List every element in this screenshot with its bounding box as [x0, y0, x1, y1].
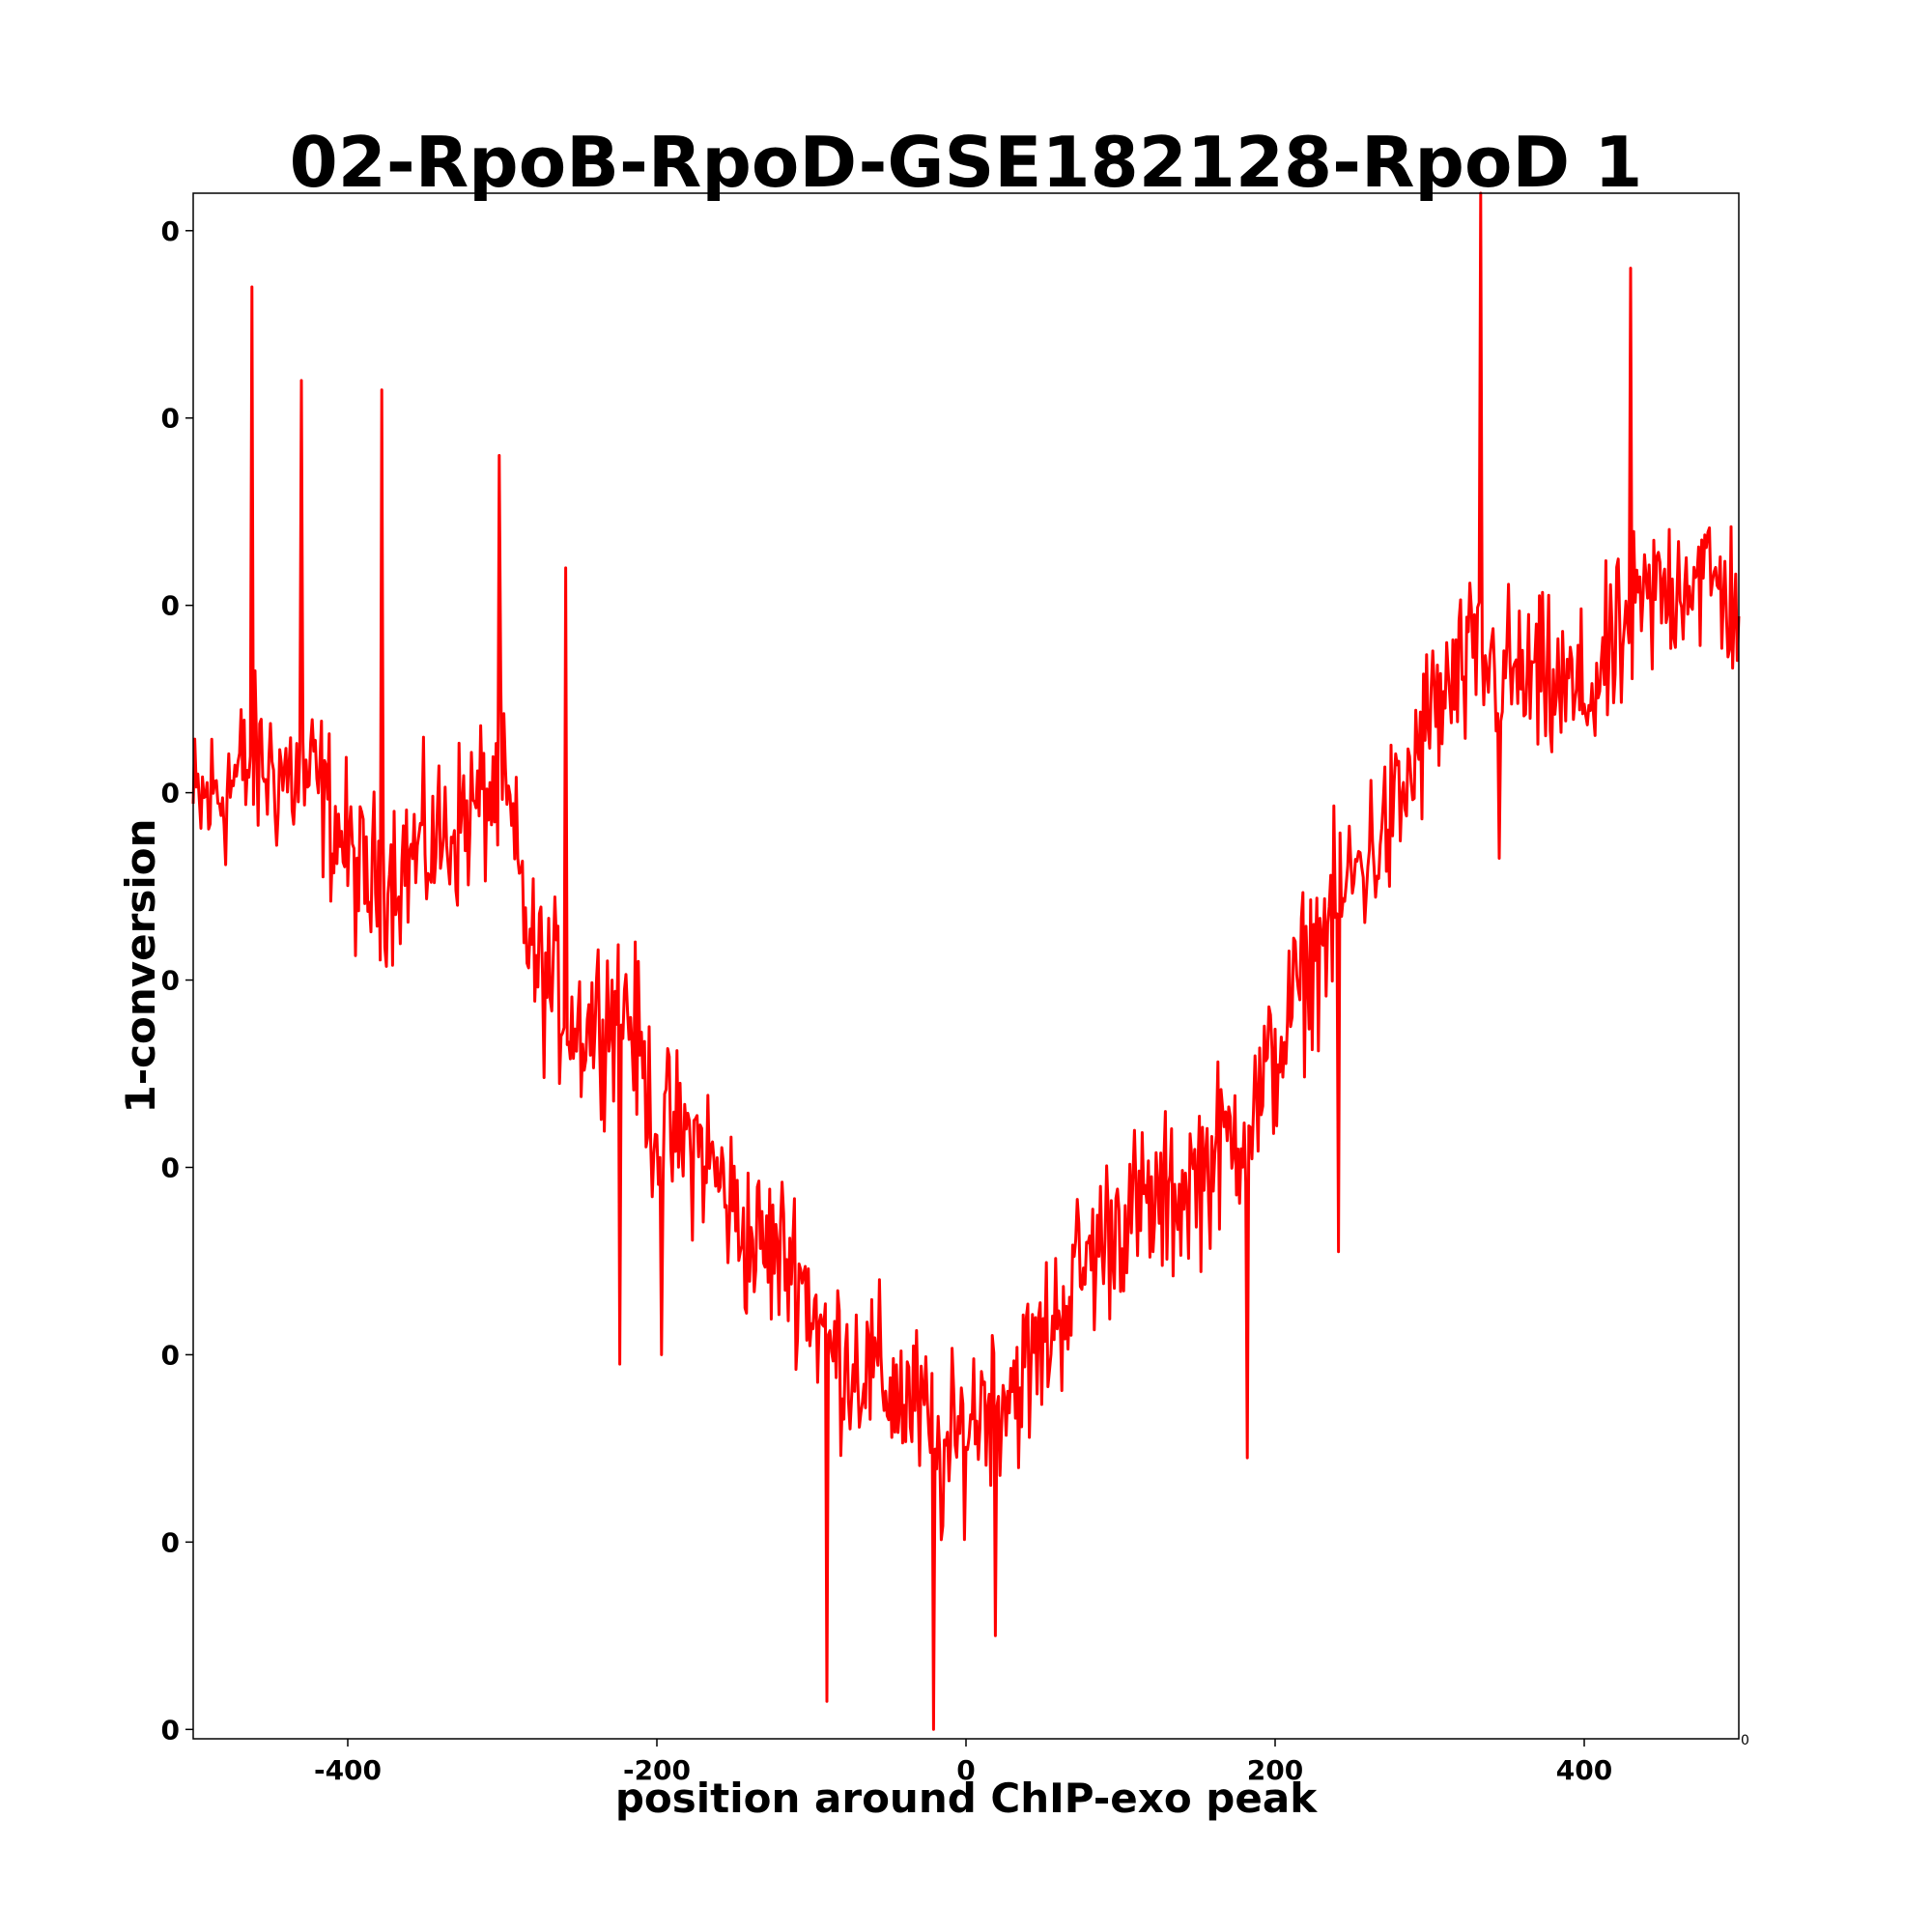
y-tick-label: 0 — [161, 403, 180, 435]
x-tick-label: 200 — [1247, 1754, 1303, 1786]
x-tick-label: 400 — [1556, 1754, 1612, 1786]
y-tick-label: 0 — [161, 590, 180, 622]
series-line — [191, 191, 1741, 1731]
plot-area — [191, 191, 1741, 1740]
chart-title: 02-RpoB-RpoD-GSE182128-RpoD 1 — [290, 122, 1643, 203]
x-tick-label: -400 — [314, 1754, 382, 1786]
x-axis: -400 -200 0 200 400 0 — [314, 1733, 1749, 1786]
y-tick-label: 0 — [161, 778, 180, 810]
y-tick-label: 0 — [161, 1714, 180, 1746]
y-axis: 0 0 0 0 0 0 0 0 0 — [161, 215, 193, 1746]
y-tick-label: 0 — [161, 1339, 180, 1371]
x-tick-label: 0 — [956, 1754, 975, 1786]
y-tick-label: 0 — [161, 1526, 180, 1558]
y-tick-label: 0 — [161, 965, 180, 997]
y-tick-label: 0 — [161, 1151, 180, 1183]
y-tick-label: 0 — [161, 215, 180, 247]
x-tick-label: -200 — [623, 1754, 691, 1786]
y-axis-label: 1-conversion — [117, 818, 164, 1113]
x-edge-tick-label: 0 — [1741, 1733, 1749, 1748]
x-axis-label: position around ChIP-exo peak — [615, 1775, 1318, 1822]
